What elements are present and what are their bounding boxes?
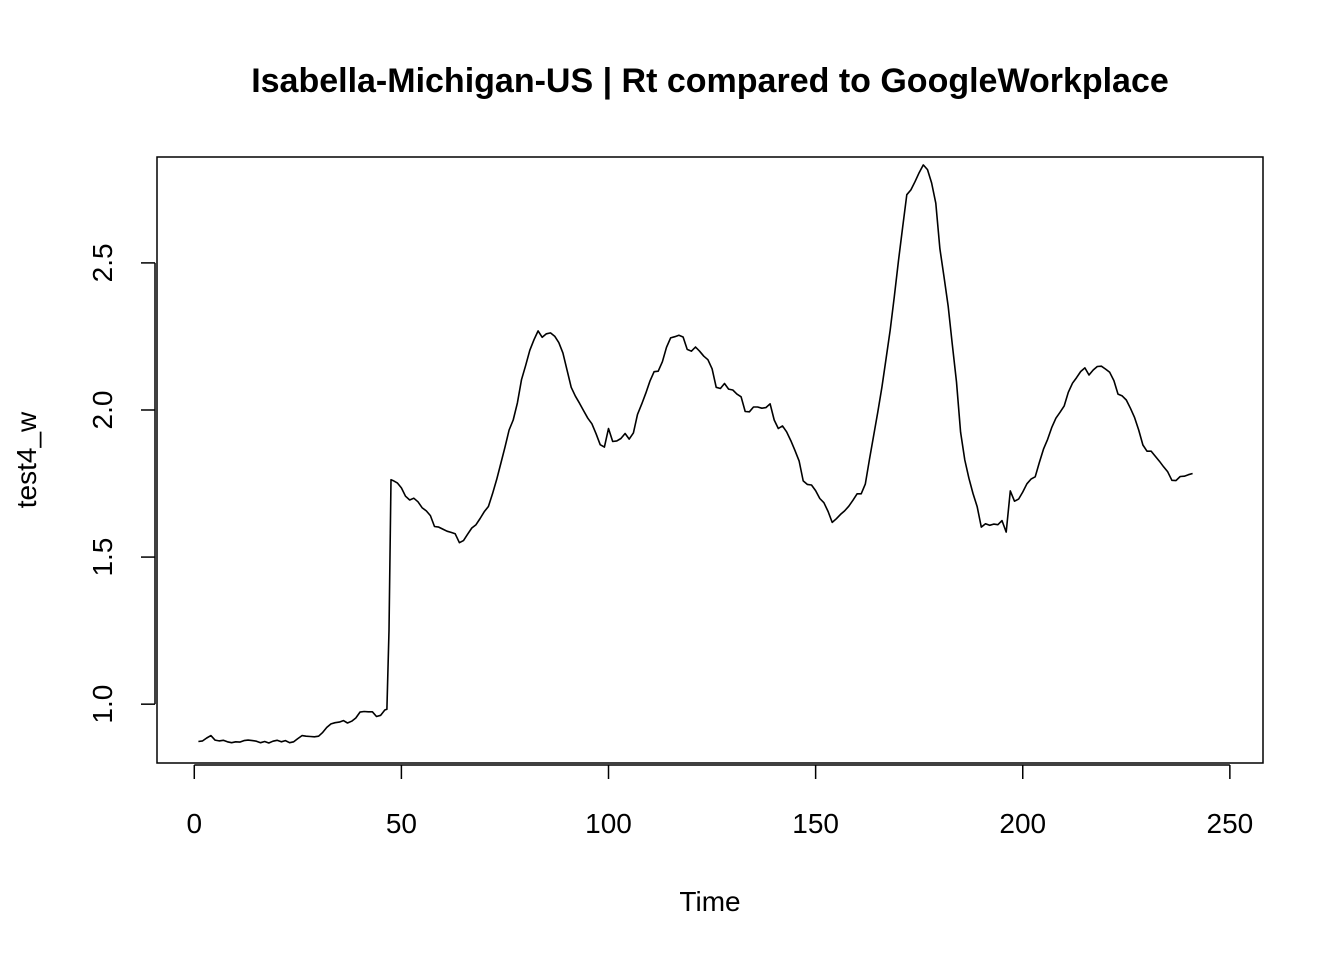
chart-title: Isabella-Michigan-US | Rt compared to Go… [251, 62, 1169, 100]
y-axis-label: test4_w [11, 411, 42, 508]
x-tick-label: 0 [186, 808, 202, 839]
x-tick-label: 200 [999, 808, 1046, 839]
y-tick-label: 1.5 [87, 538, 118, 577]
y-axis: 1.0 1.5 2.0 2.5 [87, 243, 156, 724]
plot-frame [156, 156, 1264, 764]
x-tick-label: 50 [386, 808, 417, 839]
x-tick-label: 150 [792, 808, 839, 839]
x-tick-label: 100 [585, 808, 632, 839]
series-line-test4-w [198, 164, 1193, 744]
y-tick-label: 2.0 [87, 391, 118, 430]
y-tick-label: 1.0 [87, 685, 118, 724]
x-axis-label: Time [679, 886, 740, 917]
x-tick-label: 250 [1207, 808, 1254, 839]
x-axis: 0 50 100 150 200 250 [186, 764, 1254, 839]
y-tick-label: 2.5 [87, 243, 118, 282]
